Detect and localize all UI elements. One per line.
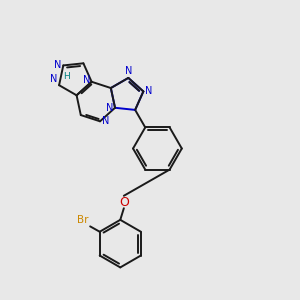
Text: N: N xyxy=(83,75,90,85)
Text: N: N xyxy=(101,116,109,126)
Text: N: N xyxy=(145,86,152,96)
Text: N: N xyxy=(125,66,132,76)
Text: N: N xyxy=(50,74,58,84)
Text: O: O xyxy=(119,196,129,208)
Text: H: H xyxy=(63,72,69,81)
Text: N: N xyxy=(54,60,62,70)
Text: N: N xyxy=(106,103,114,113)
Text: Br: Br xyxy=(77,215,89,226)
